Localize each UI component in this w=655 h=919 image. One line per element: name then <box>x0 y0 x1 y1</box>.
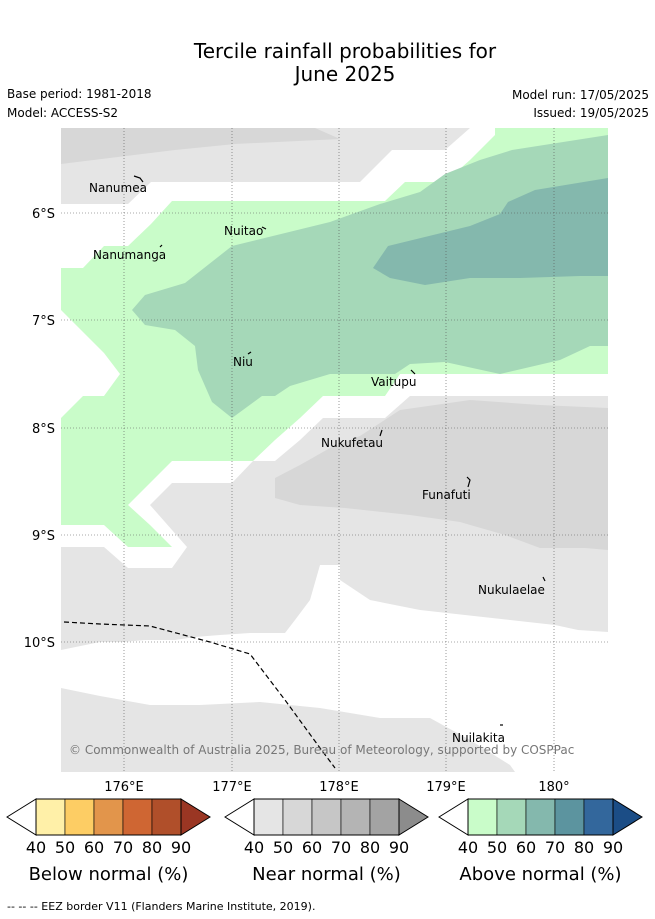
lat-label-9s: 9°S <box>32 529 55 544</box>
colorbar-above-tick-40: 40 <box>458 838 478 857</box>
colorbar-above-normal: 40 50 60 70 80 90 Above normal (%) <box>438 798 643 885</box>
island-nukulaelae-shape <box>542 576 546 582</box>
lat-label-6s: 6°S <box>32 207 55 222</box>
island-label-nanumanga: Nanumanga <box>93 248 166 262</box>
graticule <box>61 128 608 772</box>
island-nuitao-shape <box>261 226 267 230</box>
colorbar-above-title: Above normal (%) <box>459 864 621 885</box>
lon-label-180: 180° <box>538 780 569 795</box>
colorbar-above-segment-80 <box>583 798 614 836</box>
colorbar-below-segment-80 <box>151 798 182 836</box>
colorbar-near-segment-40 <box>253 798 284 836</box>
colorbar-above-segment-50 <box>496 798 527 836</box>
colorbar-near-lower-extension <box>224 798 255 836</box>
colorbar-below-segment-50 <box>64 798 95 836</box>
latitude-labels: 6°S 7°S 8°S 9°S 10°S <box>24 207 55 651</box>
colorbar-near-tick-50: 50 <box>273 838 293 857</box>
near-normal-bottom-band <box>61 688 515 772</box>
colorbar-above-tick-80: 80 <box>574 838 594 857</box>
colorbar-below-title: Below normal (%) <box>29 864 189 885</box>
island-label-nuilakita: Nuilakita <box>452 731 505 745</box>
issued-text: Issued: 19/05/2025 <box>533 106 649 120</box>
island-label-nukufetau: Nukufetau <box>321 436 383 450</box>
colorbar-above-segment-40 <box>467 798 498 836</box>
colorbar-near-tick-60: 60 <box>302 838 322 857</box>
base-period-text: Base period: 1981-2018 <box>7 87 152 101</box>
colorbar-near-tick-80: 80 <box>360 838 380 857</box>
colorbar-below-upper-extension <box>180 798 211 836</box>
colorbar-near-title: Near normal (%) <box>252 864 401 885</box>
model-text: Model: ACCESS-S2 <box>7 106 119 120</box>
colorbar-near-tick-90: 90 <box>389 838 409 857</box>
lon-label-179e: 179°E <box>426 780 466 795</box>
colorbar-near-segment-70 <box>340 798 371 836</box>
colorbar-above-tick-90: 90 <box>603 838 623 857</box>
island-label-funafuti: Funafuti <box>422 488 471 502</box>
map-plot-area <box>61 128 608 772</box>
lon-label-177e: 177°E <box>212 780 252 795</box>
colorbar-below-tick-90: 90 <box>171 838 191 857</box>
island-label-nanumea: Nanumea <box>89 181 147 195</box>
island-label-nukulaelae: Nukulaelae <box>478 583 545 597</box>
above-normal-50-zone <box>132 135 608 418</box>
colorbar-below-lower-extension <box>6 798 37 836</box>
colorbar-above-lower-extension <box>438 798 469 836</box>
eez-footnote: -- -- -- EEZ border V11 (Flanders Marine… <box>7 900 316 913</box>
colorbar-below-segment-40 <box>35 798 66 836</box>
colorbar-above-tick-70: 70 <box>545 838 565 857</box>
island-shapes <box>133 175 546 726</box>
map-title-line2: June 2025 <box>294 62 396 86</box>
lon-label-176e: 176°E <box>104 780 144 795</box>
colorbar-below-tick-70: 70 <box>113 838 133 857</box>
island-label-niu: Niu <box>233 355 253 369</box>
copyright-text: © Commonwealth of Australia 2025, Bureau… <box>69 743 574 757</box>
colorbar-below-tick-80: 80 <box>142 838 162 857</box>
island-vaitupu-shape <box>410 369 416 375</box>
map-title: Tercile rainfall probabilities for June … <box>0 40 655 86</box>
colorbar-below-outline <box>35 798 182 836</box>
colorbar-above-outline <box>467 798 614 836</box>
island-label-vaitupu: Vaitupu <box>371 375 417 389</box>
colorbar-near-tick-70: 70 <box>331 838 351 857</box>
colorbar-above-tick-60: 60 <box>516 838 536 857</box>
colorbar-below-normal: 40 50 60 70 80 90 Below normal (%) <box>6 798 211 885</box>
colorbar-above-segment-70 <box>554 798 585 836</box>
colorbar-below-tick-60: 60 <box>84 838 104 857</box>
colorbar-near-segment-80 <box>369 798 400 836</box>
colorbar-below-tick-50: 50 <box>55 838 75 857</box>
colorbar-near-outline <box>253 798 400 836</box>
island-nanumanga-shape <box>159 244 163 248</box>
map-title-line1: Tercile rainfall probabilities for <box>193 39 497 63</box>
island-labels: Nanumea Nuitao Nanumanga Niu Vaitupu Nuk… <box>89 181 545 745</box>
longitude-labels: 176°E 177°E 178°E 179°E 180° <box>104 780 569 795</box>
colorbar-below-tick-40: 40 <box>26 838 46 857</box>
island-nukufetau-shape <box>379 429 383 437</box>
colorbar-above-segment-60 <box>525 798 556 836</box>
lat-label-7s: 7°S <box>32 314 55 329</box>
island-funafuti-shape <box>466 476 471 488</box>
island-label-nuitao: Nuitao <box>224 224 263 238</box>
colorbar-below-segment-60 <box>93 798 124 836</box>
colorbar-near-tick-40: 40 <box>244 838 264 857</box>
near-normal-45-zone <box>275 400 608 550</box>
lat-label-8s: 8°S <box>32 422 55 437</box>
lat-label-10s: 10°S <box>24 636 55 651</box>
island-niu-shape <box>247 351 252 355</box>
colorbar-above-tick-50: 50 <box>487 838 507 857</box>
near-normal-top-darker <box>61 128 340 164</box>
colorbar-near-normal: 40 50 60 70 80 90 Near normal (%) <box>224 798 429 885</box>
colorbar-near-segment-60 <box>311 798 342 836</box>
island-nanumea-shape <box>133 175 144 183</box>
lon-label-178e: 178°E <box>319 780 359 795</box>
colorbar-near-segment-50 <box>282 798 313 836</box>
colorbar-below-segment-70 <box>122 798 153 836</box>
model-run-text: Model run: 17/05/2025 <box>511 88 649 102</box>
above-normal-60-zone <box>373 178 608 285</box>
eez-border-line <box>63 621 336 769</box>
colorbar-near-upper-extension <box>398 798 429 836</box>
colorbar-above-upper-extension <box>612 798 643 836</box>
